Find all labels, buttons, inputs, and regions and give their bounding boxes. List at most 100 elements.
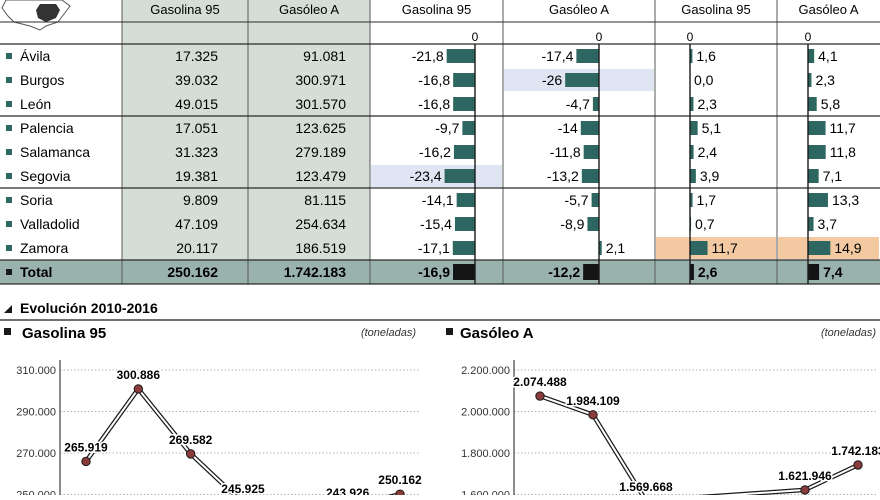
evolution-section-title: Evolución 2010-2016 — [0, 300, 880, 320]
change-value-label: -21,8 — [412, 48, 444, 64]
chart-unit-note: (toneladas) — [821, 327, 876, 339]
gasolina-95-tonnes: 31.323 — [175, 144, 218, 160]
series-line — [86, 389, 400, 495]
change-bar — [583, 264, 599, 280]
zero-tick-label: 0 — [687, 30, 694, 44]
change-bar — [584, 145, 599, 159]
row-bullet-icon — [6, 173, 12, 179]
data-point-label: 1.984.109 — [566, 394, 620, 408]
change-value-label: 2,6 — [698, 264, 718, 280]
column-header: Gasolina 95 — [402, 2, 471, 17]
gasoleo-a-tonnes: 91.081 — [303, 48, 346, 64]
gasolina-95-tonnes: 47.109 — [175, 216, 218, 232]
change-value-label: 0,0 — [694, 72, 714, 88]
change-value-label: 1,6 — [696, 48, 716, 64]
data-point — [801, 486, 809, 494]
province-name: Soria — [20, 192, 53, 208]
zero-tick-label: 0 — [596, 30, 603, 44]
data-point-label: 245.925 — [221, 482, 265, 495]
change-value-label: 2,4 — [698, 144, 718, 160]
change-value-label: 7,4 — [823, 264, 843, 280]
change-bar — [581, 121, 599, 135]
data-point-label: 250.162 — [378, 473, 422, 487]
data-point — [396, 490, 404, 495]
change-bar — [565, 73, 599, 87]
data-point — [134, 385, 142, 393]
row-bullet-icon — [6, 221, 12, 227]
change-value-label: 2,1 — [606, 240, 626, 256]
change-value-label: 5,8 — [821, 96, 841, 112]
change-bar — [457, 193, 475, 207]
change-value-label: -26 — [542, 72, 562, 88]
row-bullet-icon — [6, 125, 12, 131]
row-bullet-icon — [6, 197, 12, 203]
gasolina-95-tonnes: 39.032 — [175, 72, 218, 88]
y-tick-label: 250.000 — [16, 490, 56, 496]
change-bar — [808, 49, 814, 63]
change-bar — [453, 73, 475, 87]
change-bar — [690, 241, 708, 255]
change-value-label: 14,9 — [834, 240, 861, 256]
change-value-label: -4,7 — [566, 96, 590, 112]
zero-tick-label: 0 — [805, 30, 812, 44]
change-bar — [808, 241, 830, 255]
change-bar — [453, 97, 475, 111]
change-bar — [593, 97, 599, 111]
change-bar — [587, 217, 599, 231]
change-value-label: 0,7 — [695, 216, 715, 232]
change-bar — [453, 241, 475, 255]
change-bar — [453, 264, 475, 280]
y-tick-label: 270.000 — [16, 448, 56, 460]
change-value-label: 5,1 — [702, 120, 722, 136]
column-header: Gasóleo A — [799, 2, 859, 17]
column-header: Gasolina 95 — [681, 2, 750, 17]
change-bar — [454, 145, 475, 159]
change-bar — [808, 264, 819, 280]
change-value-label: -23,4 — [410, 168, 442, 184]
change-value-label: 13,3 — [832, 192, 859, 208]
change-value-label: -8,9 — [560, 216, 584, 232]
change-bar — [447, 49, 475, 63]
region-map-icon — [2, 0, 70, 30]
data-point — [186, 450, 194, 458]
y-tick-label: 1.800.000 — [461, 448, 510, 460]
gasolina-95-tonnes: 17.051 — [175, 120, 218, 136]
change-bar — [582, 169, 599, 183]
row-bullet-icon — [6, 53, 12, 59]
chart-bullet-icon — [446, 328, 453, 335]
y-tick-label: 310.000 — [16, 365, 56, 377]
chart-gasolina-95: Gasolina 95(toneladas)250.000270.000290.… — [4, 325, 422, 495]
change-value-label: -16,8 — [418, 72, 450, 88]
gasoleo-a-tonnes: 300.971 — [295, 72, 346, 88]
province-name: Segovia — [20, 168, 71, 184]
data-point-label: 1.569.668 — [619, 480, 673, 494]
data-point — [536, 392, 544, 400]
column-header: Gasolina 95 — [150, 2, 219, 17]
y-tick-label: 290.000 — [16, 407, 56, 419]
triangle-icon — [4, 305, 12, 313]
row-bullet-icon — [6, 245, 12, 251]
change-bar — [690, 169, 696, 183]
change-bar — [592, 193, 599, 207]
change-bar — [808, 217, 814, 231]
gasolina-95-tonnes: 9.809 — [183, 192, 218, 208]
row-bullet-icon — [6, 101, 12, 107]
change-value-label: 2,3 — [815, 72, 835, 88]
data-point — [82, 457, 90, 465]
data-point-label: 300.886 — [117, 368, 161, 382]
zero-tick-label: 0 — [472, 30, 479, 44]
y-tick-label: 1.600.000 — [461, 490, 510, 496]
change-value-label: -9,7 — [435, 120, 459, 136]
y-tick-label: 2.200.000 — [461, 365, 510, 377]
change-bar — [808, 193, 828, 207]
gasoleo-a-tonnes: 279.189 — [295, 144, 346, 160]
change-value-label: 4,1 — [818, 48, 838, 64]
province-name: Valladolid — [20, 216, 80, 232]
province-name: León — [20, 96, 51, 112]
column-header: Gasóleo A — [549, 2, 609, 17]
change-value-label: -14,1 — [422, 192, 454, 208]
change-value-label: -16,8 — [418, 96, 450, 112]
province-name: Total — [20, 264, 52, 280]
change-value-label: 3,9 — [700, 168, 720, 184]
gasoleo-a-tonnes: 81.115 — [304, 192, 346, 208]
